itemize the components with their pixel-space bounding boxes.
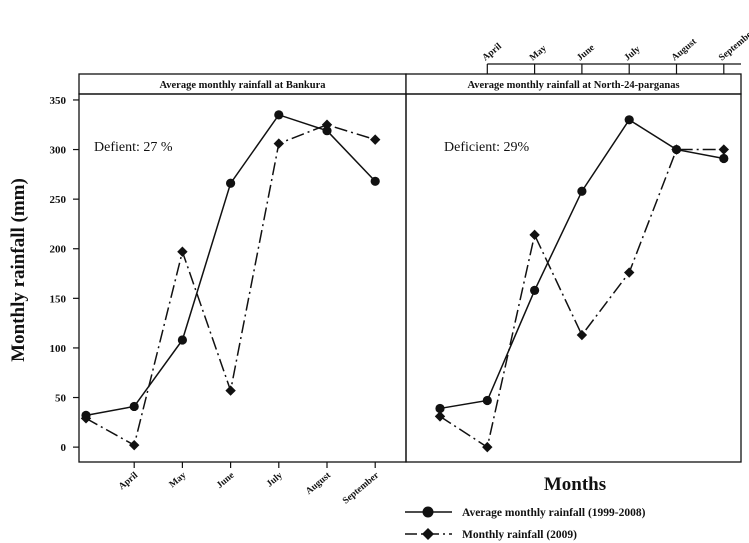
y-axis: 0 50 100 150 200 250 300 350 — [50, 95, 79, 454]
y-tick-label: 200 — [50, 244, 67, 256]
y-axis-label: Monthly rainfall (mm) — [8, 178, 29, 362]
average-rainfall-point — [719, 153, 729, 164]
y-tick-label: 300 — [50, 145, 67, 157]
average-rainfall-point — [129, 401, 139, 412]
rainfall-2009-point — [321, 119, 333, 130]
average-rainfall-point — [530, 285, 540, 296]
x-tick-label: June — [215, 471, 236, 491]
rainfall-2009-point — [718, 144, 729, 155]
legend-circle-marker — [422, 506, 434, 518]
average-rainfall-point — [322, 126, 332, 136]
x-tick-label: September — [717, 27, 749, 63]
panels-group: Average monthly rainfall at Bankura Defie… — [78, 27, 749, 506]
rainfall-2009-point — [177, 246, 188, 257]
x-axis-label: Months — [544, 474, 606, 495]
x-tick-label: August — [670, 36, 699, 63]
rainfall-2009-point — [576, 329, 588, 341]
panel-title: Average monthly rainfall at Bankura — [159, 80, 326, 91]
average-rainfall-point — [482, 395, 492, 406]
panel-1: Average monthly rainfall at Bankura Defie… — [78, 73, 407, 506]
x-tick-label: April — [481, 41, 504, 63]
y-tick-label: 150 — [50, 293, 67, 305]
rainfall-2009-point — [370, 134, 381, 145]
panel-title: Average monthly rainfall at North-24-par… — [467, 80, 679, 91]
rainfall-2009-point — [671, 144, 682, 155]
y-tick-label: 0 — [61, 442, 67, 454]
panel-2: Average monthly rainfall at North-24-par… — [405, 27, 749, 463]
rainfall-2009-point — [273, 138, 284, 149]
x-tick-label: April — [117, 470, 140, 492]
y-tick-label: 50 — [55, 393, 67, 405]
average-rainfall-point — [624, 115, 634, 125]
y-tick-label: 100 — [50, 343, 67, 355]
y-tick-label: 250 — [50, 194, 67, 206]
average-rainfall-line — [439, 118, 724, 410]
x-tick-label: July — [265, 470, 285, 489]
rainfall-2009-line — [85, 123, 376, 447]
average-rainfall-point — [226, 178, 236, 188]
legend-entry: Average monthly rainfall (1999-2008) — [405, 506, 646, 519]
x-tick-label: May — [168, 470, 189, 490]
legend-diamond-marker — [422, 528, 434, 540]
average-rainfall-point — [274, 110, 284, 120]
x-tick-label: June — [575, 43, 596, 63]
x-tick-label: May — [528, 44, 549, 64]
rainfall-2009-point — [225, 385, 236, 396]
rainfall-2009-point — [80, 413, 92, 424]
legend: Average monthly rainfall (1999-2008) Mont… — [405, 506, 646, 541]
deficit-annotation: Deficient: 29% — [444, 140, 529, 155]
average-rainfall-point — [370, 176, 380, 186]
x-tick-label: July — [623, 44, 643, 63]
rainfall-2009-point — [129, 439, 140, 451]
panel-frame — [405, 93, 742, 463]
average-rainfall-point — [435, 403, 445, 414]
x-tick-label: September — [341, 470, 382, 506]
rainfall-2009-point — [624, 267, 635, 278]
legend-label: Average monthly rainfall (1999-2008) — [462, 507, 646, 519]
legend-entry: Monthly rainfall (2009) — [405, 528, 577, 541]
x-tick-label: August — [304, 470, 333, 497]
legend-label: Monthly rainfall (2009) — [462, 529, 577, 541]
average-rainfall-point — [177, 335, 187, 345]
rainfall-2009-point — [529, 229, 540, 241]
average-rainfall-line — [85, 113, 376, 417]
rainfall-2009-point — [482, 441, 493, 453]
average-rainfall-point — [577, 186, 587, 196]
deficit-annotation: Defient: 27 % — [94, 140, 173, 155]
y-tick-label: 350 — [50, 95, 67, 107]
rainfall-2009-point — [434, 411, 446, 422]
